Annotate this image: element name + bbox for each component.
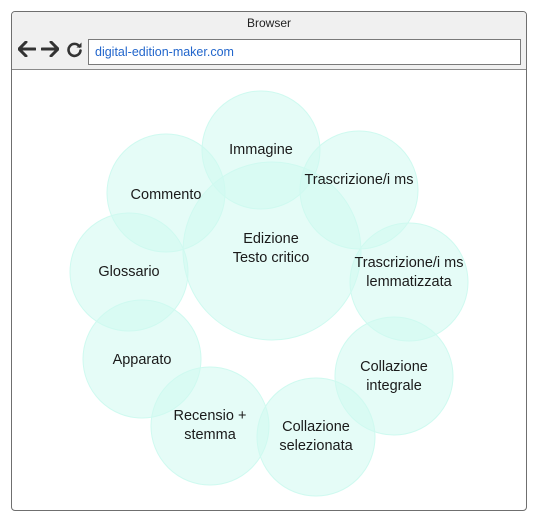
back-button[interactable]: [17, 39, 37, 59]
node-label-line2: integrale: [366, 378, 422, 394]
node-label: Commento: [130, 187, 202, 203]
node-immagine: Immagine: [186, 141, 336, 160]
circle-commento: [106, 133, 226, 253]
circle-trascrizione: [299, 130, 419, 250]
node-label-line1: Collazione: [282, 419, 350, 435]
node-apparato: Apparato: [67, 351, 217, 370]
arrow-right-icon: [41, 41, 59, 57]
page-content: Edizione Testo critico Immagine Trascriz…: [12, 70, 526, 510]
node-label-line2: stemma: [184, 427, 236, 443]
node-label: Glossario: [98, 264, 160, 280]
browser-toolbar: Browser digital-edition-maker.com: [12, 12, 526, 70]
node-label: Trascrizione/i ms: [304, 172, 414, 188]
node-glossario: Glossario: [54, 263, 204, 282]
node-label-line1: Collazione: [360, 359, 428, 375]
center-label-line1: Edizione: [243, 231, 299, 247]
node-recensio-stemma: Recensio + stemma: [135, 407, 285, 445]
node-label-line1: Recensio +: [173, 408, 247, 424]
address-bar[interactable]: digital-edition-maker.com: [88, 39, 521, 65]
node-collazione-selezionata: Collazione selezionata: [241, 418, 391, 456]
arrow-left-icon: [18, 41, 36, 57]
browser-window: Browser digital-edition-maker.com: [11, 11, 527, 511]
node-label: Apparato: [112, 352, 172, 368]
bubble-diagram: [69, 90, 469, 497]
node-label-line1: Trascrizione/i ms: [354, 255, 464, 271]
node-label-line2: selezionata: [279, 438, 353, 454]
node-label-line2: lemmatizzata: [366, 274, 452, 290]
center-label-line2: Testo critico: [232, 250, 310, 266]
window-title: Browser: [246, 16, 291, 30]
node-trascrizione: Trascrizione/i ms: [284, 171, 434, 190]
node-collazione-integrale: Collazione integrale: [319, 358, 469, 396]
reload-button[interactable]: [64, 39, 84, 59]
reload-icon: [66, 42, 82, 57]
node-label: Immagine: [229, 142, 293, 158]
forward-button[interactable]: [40, 39, 60, 59]
node-trascrizione-lemmatizzata: Trascrizione/i ms lemmatizzata: [334, 254, 484, 292]
node-commento: Commento: [91, 186, 241, 205]
center-label: Edizione Testo critico: [196, 230, 346, 268]
